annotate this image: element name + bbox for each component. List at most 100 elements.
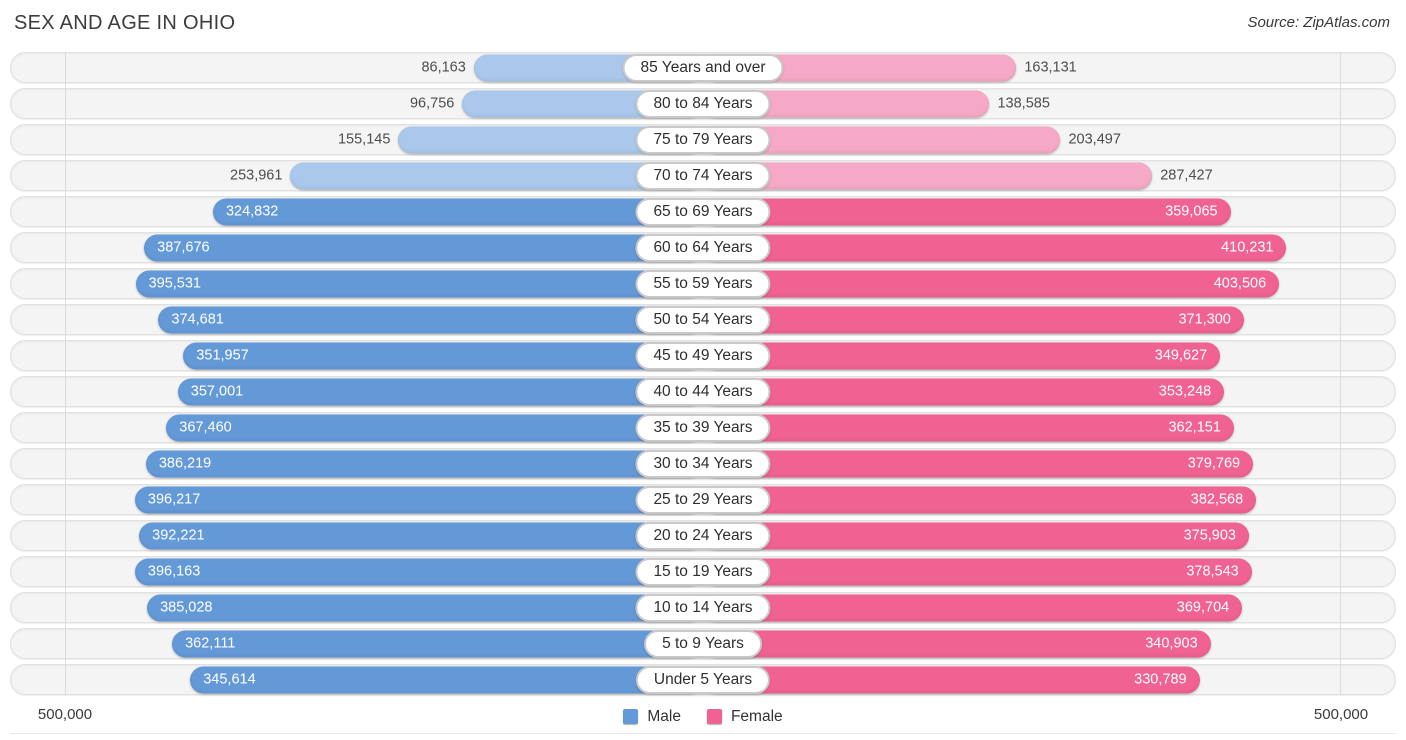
age-group-label: 30 to 34 Years bbox=[635, 449, 771, 478]
female-bar: 353,248 bbox=[703, 378, 1225, 405]
female-value-label: 410,231 bbox=[1221, 239, 1274, 256]
male-value-label: 362,111 bbox=[185, 635, 236, 652]
pyramid-chart: 86,163 163,131 85 Years and over 96,756 … bbox=[10, 52, 1396, 695]
female-value-label: 359,065 bbox=[1165, 203, 1218, 220]
male-value-label: 396,163 bbox=[147, 563, 201, 580]
male-bar: 392,221 bbox=[139, 522, 703, 549]
age-row: 324,832 359,065 65 to 69 Years bbox=[10, 196, 1396, 227]
chart-footer: 500,000 Male Female 500,000 bbox=[10, 700, 1396, 734]
age-row: 396,217 382,568 25 to 29 Years bbox=[10, 484, 1396, 515]
female-bar: 379,769 bbox=[703, 450, 1254, 477]
female-value-label: 371,300 bbox=[1178, 311, 1231, 328]
page-title: SEX AND AGE IN OHIO bbox=[14, 12, 236, 34]
age-group-label: 50 to 54 Years bbox=[635, 305, 771, 334]
age-group-label: Under 5 Years bbox=[635, 665, 771, 694]
left-axis-max-label: 500,000 bbox=[37, 706, 93, 723]
male-bar: 345,614 bbox=[190, 666, 703, 693]
male-value-label: 387,676 bbox=[157, 239, 210, 256]
age-group-label: 60 to 64 Years bbox=[635, 233, 771, 262]
male-bar: 386,219 bbox=[145, 450, 703, 477]
male-value-label: 96,756 bbox=[409, 95, 455, 112]
age-group-label: 75 to 79 Years bbox=[635, 125, 771, 154]
female-value-label: 382,568 bbox=[1190, 491, 1244, 508]
legend: Male Female bbox=[623, 707, 783, 726]
age-group-label: 65 to 69 Years bbox=[635, 197, 771, 226]
female-bar: 330,789 bbox=[703, 666, 1200, 693]
male-value-label: 357,001 bbox=[190, 383, 244, 400]
age-row: 396,163 378,543 15 to 19 Years bbox=[10, 556, 1396, 587]
male-value-label: 392,221 bbox=[152, 527, 205, 544]
female-value-label: 340,903 bbox=[1145, 635, 1198, 652]
female-bar: 382,568 bbox=[703, 486, 1257, 513]
male-value-label: 395,531 bbox=[148, 275, 201, 292]
female-value-label: 379,769 bbox=[1187, 455, 1241, 472]
female-value-label: 349,627 bbox=[1154, 347, 1208, 364]
age-row: 96,756 138,585 80 to 84 Years bbox=[10, 88, 1396, 119]
male-value-label: 324,832 bbox=[225, 203, 279, 220]
female-bar: 287,427 bbox=[703, 162, 1213, 189]
male-value-label: 386,219 bbox=[158, 455, 212, 472]
male-bar: 362,111 bbox=[172, 630, 703, 657]
age-row: 357,001 353,248 40 to 44 Years bbox=[10, 376, 1396, 407]
female-bar: 371,300 bbox=[703, 306, 1244, 333]
female-value-label: 403,506 bbox=[1213, 275, 1267, 292]
female-bar: 359,065 bbox=[703, 198, 1231, 225]
legend-item-male: Male bbox=[623, 708, 681, 726]
male-bar: 396,163 bbox=[134, 558, 703, 585]
age-row: 392,221 375,903 20 to 24 Years bbox=[10, 520, 1396, 551]
female-value-label: 369,704 bbox=[1176, 599, 1230, 616]
left-axis-gridline bbox=[65, 52, 66, 695]
female-value-label: 287,427 bbox=[1160, 167, 1213, 184]
female-value-label: 163,131 bbox=[1024, 59, 1077, 76]
female-value-label: 378,543 bbox=[1186, 563, 1239, 580]
male-bar: 253,961 bbox=[230, 162, 703, 189]
male-bar: 357,001 bbox=[177, 378, 703, 405]
legend-item-female: Female bbox=[706, 707, 783, 726]
age-row: 387,676 410,231 60 to 64 Years bbox=[10, 232, 1396, 263]
age-group-label: 45 to 49 Years bbox=[635, 341, 771, 370]
male-value-label: 396,217 bbox=[147, 491, 201, 508]
age-group-label: 25 to 29 Years bbox=[635, 485, 771, 514]
header: SEX AND AGE IN OHIO Source: ZipAtlas.com bbox=[0, 0, 1406, 48]
male-bar: 387,676 bbox=[144, 234, 703, 261]
female-legend-swatch bbox=[706, 709, 722, 724]
male-bar: 367,460 bbox=[166, 414, 703, 441]
age-group-label: 15 to 19 Years bbox=[635, 557, 771, 586]
female-bar: 410,231 bbox=[703, 234, 1287, 261]
male-bar: 374,681 bbox=[158, 306, 703, 333]
age-row: 86,163 163,131 85 Years and over bbox=[10, 52, 1396, 83]
age-group-label: 20 to 24 Years bbox=[635, 521, 771, 550]
age-group-label: 80 to 84 Years bbox=[635, 89, 771, 118]
male-value-label: 385,028 bbox=[160, 599, 213, 616]
female-legend-label: Female bbox=[730, 707, 783, 725]
male-value-label: 155,145 bbox=[337, 131, 391, 148]
female-bar: 349,627 bbox=[703, 342, 1221, 369]
age-row: 395,531 403,506 55 to 59 Years bbox=[10, 268, 1396, 299]
female-bar: 375,903 bbox=[703, 522, 1249, 549]
male-value-label: 345,614 bbox=[203, 671, 256, 688]
male-value-label: 351,957 bbox=[196, 347, 249, 364]
age-group-label: 70 to 74 Years bbox=[635, 161, 771, 190]
female-value-label: 375,903 bbox=[1183, 527, 1236, 544]
female-value-label: 353,248 bbox=[1158, 383, 1212, 400]
male-bar: 324,832 bbox=[212, 198, 703, 225]
male-bar: 385,028 bbox=[147, 594, 703, 621]
age-row: 374,681 371,300 50 to 54 Years bbox=[10, 304, 1396, 335]
male-legend-swatch bbox=[623, 709, 639, 724]
age-row: 362,111 340,903 5 to 9 Years bbox=[10, 628, 1396, 659]
female-value-label: 330,789 bbox=[1134, 671, 1187, 688]
male-value-label: 86,163 bbox=[421, 59, 466, 76]
female-bar: 378,543 bbox=[703, 558, 1252, 585]
age-row: 385,028 369,704 10 to 14 Years bbox=[10, 592, 1396, 623]
female-bar: 362,151 bbox=[703, 414, 1234, 441]
male-value-label: 253,961 bbox=[230, 167, 283, 184]
age-row: 367,460 362,151 35 to 39 Years bbox=[10, 412, 1396, 443]
female-bar: 369,704 bbox=[703, 594, 1243, 621]
male-bar: 351,957 bbox=[183, 342, 703, 369]
age-row: 345,614 330,789 Under 5 Years bbox=[10, 664, 1396, 695]
age-row: 155,145 203,497 75 to 79 Years bbox=[10, 124, 1396, 155]
female-value-label: 138,585 bbox=[997, 95, 1050, 112]
age-group-label: 35 to 39 Years bbox=[635, 413, 771, 442]
age-group-label: 40 to 44 Years bbox=[635, 377, 771, 406]
